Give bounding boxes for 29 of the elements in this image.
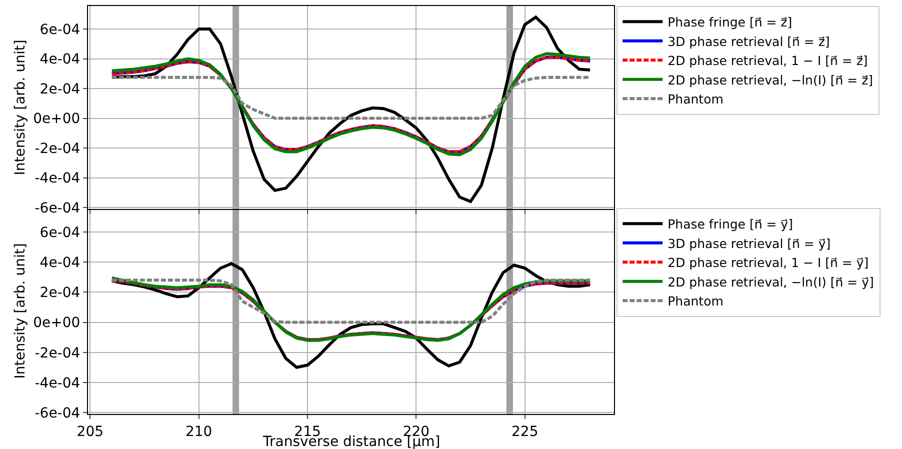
legend-label: 3D phase retrieval [n⃗ = y⃗] (668, 236, 831, 251)
legend-label: 2D phase retrieval, 1 − I [n⃗ = y⃗] (668, 255, 869, 270)
x-tick-label: 210 (185, 424, 212, 440)
y-tick-label: 2e-04 (40, 285, 80, 302)
x-tick-label: 205 (76, 424, 104, 440)
y-tick-label: -6e-04 (34, 405, 80, 422)
y-tick-label: 4e-04 (40, 52, 80, 68)
x-tick-label: 225 (512, 424, 538, 440)
legend-label: 3D phase retrieval [n⃗ = z⃗] (668, 34, 830, 49)
y-tick-label: -2e-04 (34, 140, 80, 157)
y-tick-label: 0e+00 (33, 315, 80, 332)
y-axis-title: Intensity [arb. unit] (12, 243, 29, 379)
y-tick-label: 0e+00 (33, 111, 80, 128)
y-tick-label: 2e-04 (40, 81, 80, 98)
legend-label: Phantom (668, 294, 724, 308)
y-tick-label: -4e-04 (34, 375, 80, 392)
legend-label: 2D phase retrieval, −ln(I) [n⃗ = y⃗] (668, 274, 874, 290)
y-tick-label: -2e-04 (34, 345, 80, 362)
y-tick-label: -4e-04 (34, 170, 80, 187)
legend-label: Phase fringe [n⃗ = y⃗] (668, 216, 793, 232)
legend-label: 2D phase retrieval, −ln(I) [n⃗ = z⃗] (668, 72, 874, 88)
legend-label: Phase fringe [n⃗ = z⃗] (668, 14, 792, 30)
y-tick-label: -6e-04 (34, 200, 80, 216)
legend-label: 2D phase retrieval, 1 − I [n⃗ = z⃗] (668, 53, 868, 68)
y-tick-label: 6e-04 (40, 224, 80, 241)
y-tick-label: 4e-04 (40, 255, 80, 272)
legend-label: Phantom (668, 92, 724, 106)
y-axis-title: Intensity [arb. unit] (12, 40, 29, 176)
y-tick-label: 6e-04 (40, 22, 80, 38)
